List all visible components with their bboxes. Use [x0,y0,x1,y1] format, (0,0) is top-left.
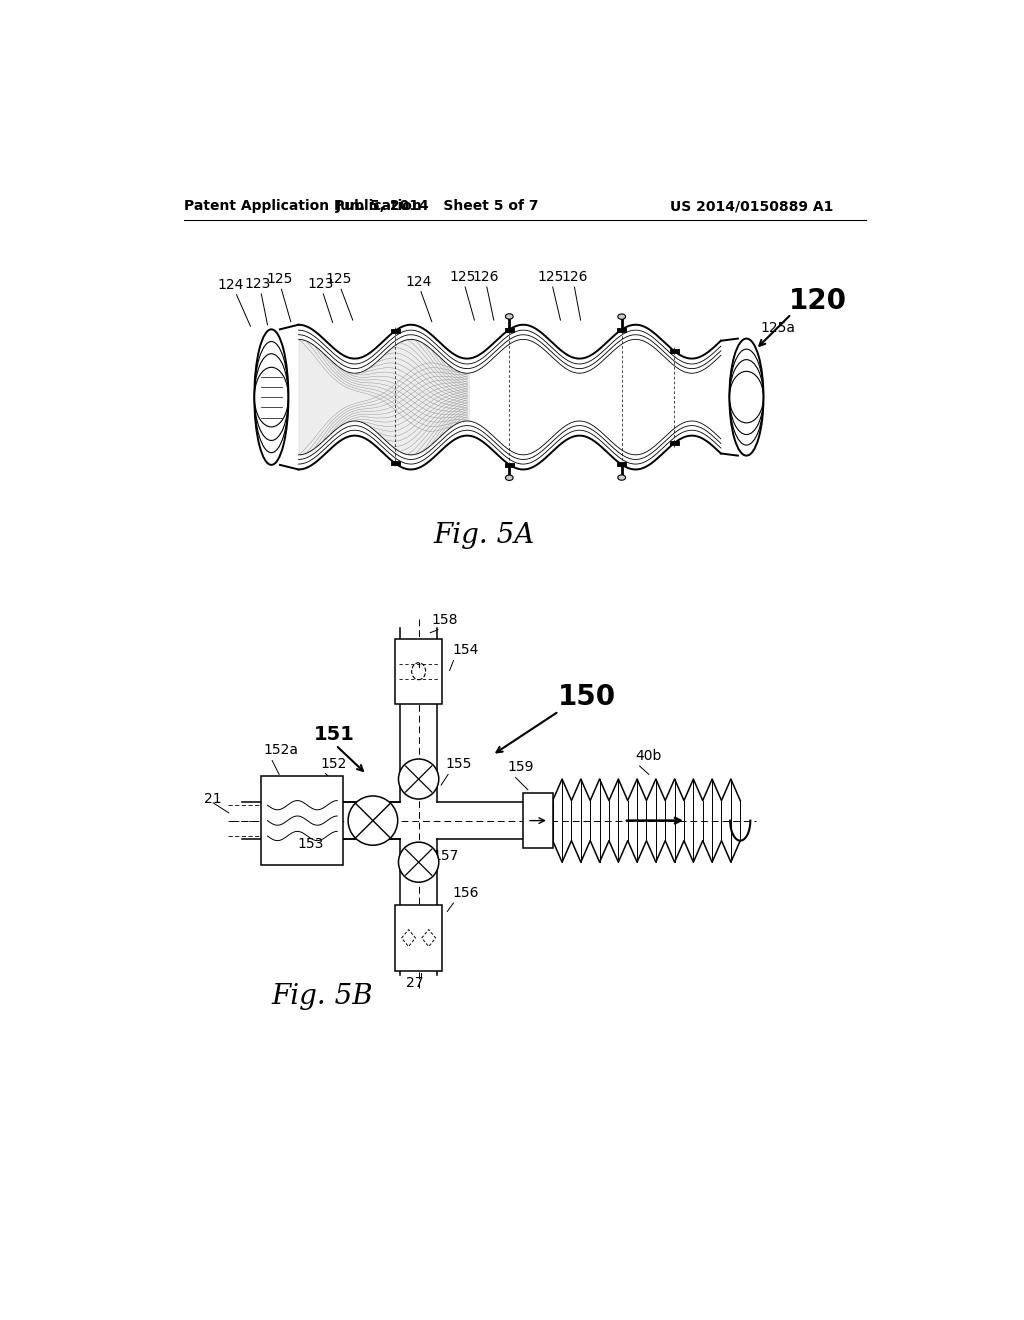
Ellipse shape [506,475,513,480]
Bar [395,906,442,970]
Text: 126: 126 [561,269,588,284]
Text: 125: 125 [538,269,563,284]
Text: 125: 125 [326,272,352,286]
Circle shape [348,796,397,845]
Text: US 2014/0150889 A1: US 2014/0150889 A1 [671,199,834,213]
Ellipse shape [617,475,626,480]
Text: 124: 124 [218,277,245,292]
Text: 155: 155 [445,758,472,771]
Text: 123: 123 [307,277,334,290]
Text: 159: 159 [508,760,535,775]
Text: 158: 158 [432,612,459,627]
Text: 151: 151 [314,725,355,744]
Text: 124: 124 [406,275,432,289]
Text: 40b: 40b [635,748,662,763]
Text: 156: 156 [452,886,478,900]
Text: 125a: 125a [761,321,796,335]
Text: 157: 157 [432,849,459,863]
Text: 125: 125 [266,272,292,286]
Circle shape [398,842,438,882]
Text: Fig. 5B: Fig. 5B [271,982,373,1010]
Text: 123: 123 [245,277,270,290]
Text: 120: 120 [790,286,847,315]
Text: 153: 153 [297,837,324,851]
Bar [395,639,442,704]
Circle shape [398,759,438,799]
Text: Fig. 5A: Fig. 5A [434,523,536,549]
Text: 126: 126 [473,269,500,284]
Text: 154: 154 [452,643,478,657]
Text: 27: 27 [406,977,424,990]
Text: 21: 21 [204,792,221,807]
Ellipse shape [617,314,626,319]
Bar [523,793,553,849]
Text: Patent Application Publication: Patent Application Publication [183,199,422,213]
Text: 125: 125 [450,269,476,284]
Text: 152a: 152a [263,743,299,758]
Text: Jun. 5, 2014   Sheet 5 of 7: Jun. 5, 2014 Sheet 5 of 7 [336,199,540,213]
Bar [261,776,343,866]
Text: 152: 152 [321,756,346,771]
Ellipse shape [506,314,513,319]
Text: 150: 150 [558,684,616,711]
